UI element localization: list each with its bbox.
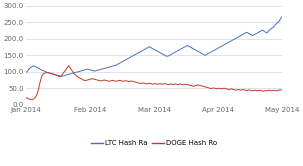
Legend: LTC Hash Ra, DOGE Hash Ro: LTC Hash Ra, DOGE Hash Ro bbox=[88, 137, 220, 149]
